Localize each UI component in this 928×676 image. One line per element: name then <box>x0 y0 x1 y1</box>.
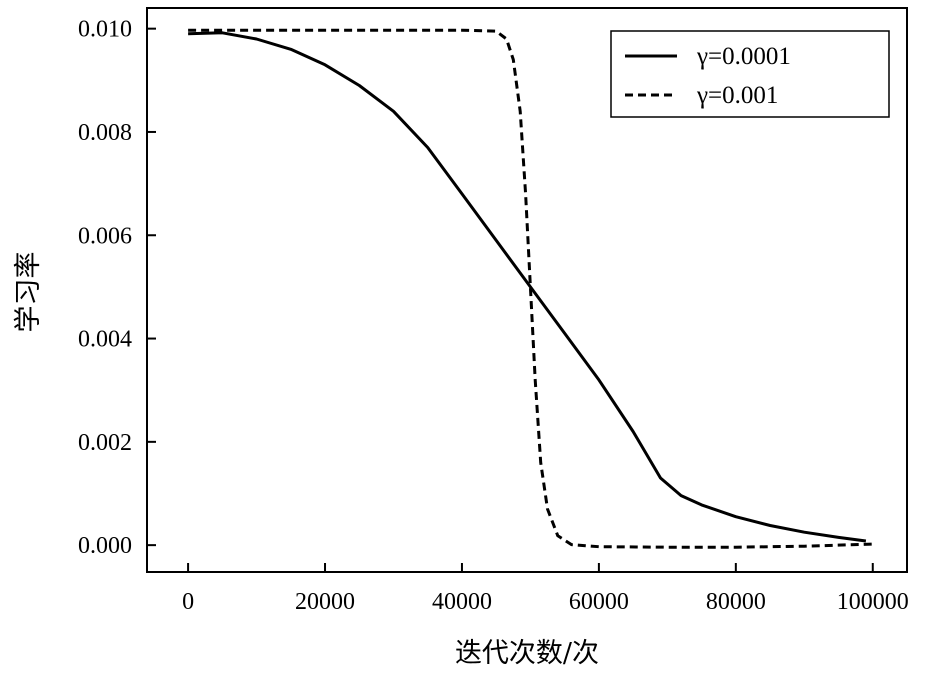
x-tick-label: 60000 <box>569 589 629 615</box>
series-layer <box>188 28 873 549</box>
series-line-dashed <box>188 28 873 549</box>
legend-box <box>610 30 890 118</box>
x-tick-label: 0 <box>182 589 194 615</box>
series-line-solid <box>188 31 867 543</box>
legend-label-series-1: γ=0.0001 <box>696 43 791 70</box>
legend: γ=0.0001 γ=0.001 <box>610 30 890 118</box>
y-axis-ticks: 0.000 0.002 0.004 0.006 0.008 0.010 <box>78 17 156 559</box>
x-axis-title: 迭代次数/次 <box>455 638 599 669</box>
y-tick-label: 0.002 <box>78 430 132 456</box>
y-axis-title: 学习率 <box>13 252 44 333</box>
y-tick-label: 0.010 <box>78 17 132 43</box>
x-tick-label: 80000 <box>706 589 766 615</box>
y-tick-label: 0.008 <box>78 120 132 146</box>
legend-label-series-2: γ=0.001 <box>696 82 778 109</box>
y-tick-label: 0.006 <box>78 223 132 249</box>
x-axis-ticks: 0 20000 40000 60000 80000 100000 <box>182 563 909 615</box>
x-tick-label: 100000 <box>837 589 909 615</box>
y-tick-label: 0.004 <box>78 327 132 353</box>
x-tick-label: 40000 <box>432 589 492 615</box>
y-tick-label: 0.000 <box>78 533 132 559</box>
x-tick-label: 20000 <box>295 589 355 615</box>
plot-frame <box>146 7 908 573</box>
